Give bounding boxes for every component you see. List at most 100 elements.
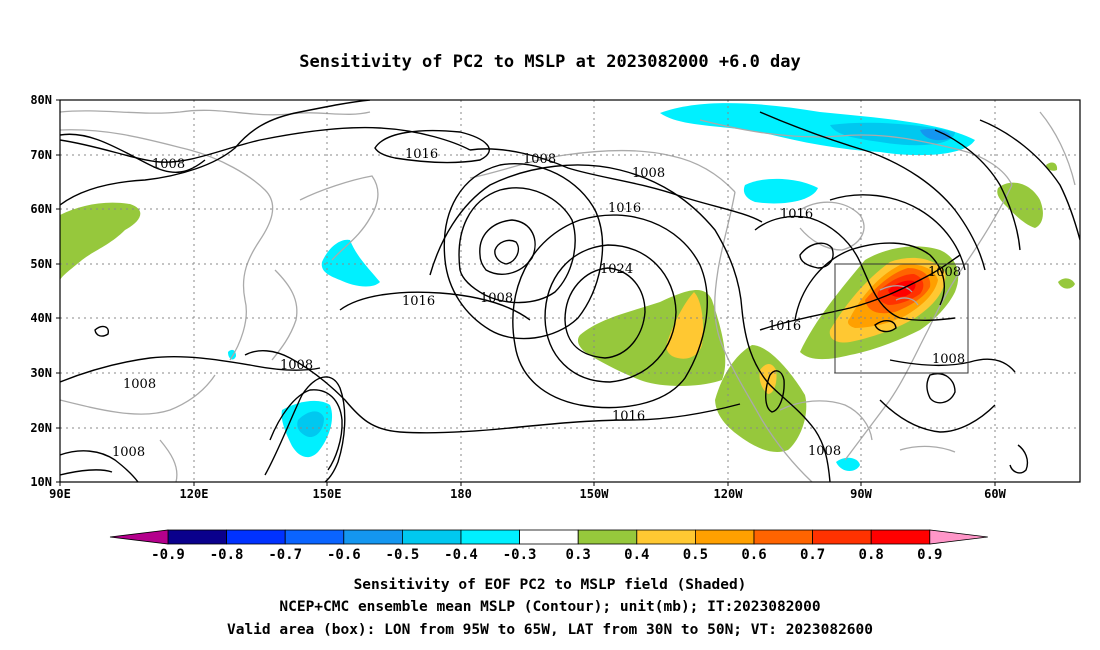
colorbar-tick-label: -0.7: [268, 547, 302, 563]
lon-label: 120W: [714, 487, 744, 501]
coast-great-lakes: [879, 285, 919, 306]
lat-label: 80N: [30, 93, 52, 107]
colorbar-tick-label: 0.9: [917, 547, 942, 563]
contour-line: [754, 215, 956, 321]
coast-korea-japan: [271, 269, 298, 361]
shade-mexico-green: [715, 345, 807, 452]
mslp-contours: [60, 100, 1080, 482]
colorbar-tick-label: -0.4: [444, 547, 478, 563]
contour-line: [874, 320, 897, 333]
contour-line: [443, 163, 604, 340]
latitude-axis: 80N 70N 60N 50N 40N 30N 20N 10N: [30, 93, 52, 489]
contour-label: 1008: [112, 445, 145, 460]
colorbar-tick-label: -0.6: [327, 547, 361, 563]
contour-label: 1016: [405, 147, 438, 162]
colorbar-swatch: [519, 529, 579, 545]
contour-label: 1008: [480, 291, 513, 306]
lon-label: 90W: [850, 487, 872, 501]
contour-label: 1008: [928, 265, 961, 280]
lon-label: 60W: [984, 487, 1006, 501]
contour-line: [374, 129, 490, 164]
contour-label: 1016: [612, 409, 645, 424]
contour-line: [879, 399, 996, 433]
contour-label: 1016: [780, 207, 813, 222]
contour-line: [759, 254, 961, 331]
coast-kamchatka: [299, 175, 379, 261]
colorbar-tick-label: -0.9: [151, 547, 185, 563]
coastlines: [60, 109, 1076, 482]
shade-kamchatka-cyan: [321, 239, 380, 287]
coast-gulf: [779, 400, 873, 441]
colorbar-tick-label: -0.8: [210, 547, 244, 563]
contour-label: 1016: [608, 201, 641, 216]
colorbar-tick-label: 0.7: [800, 547, 825, 563]
contour-line: [429, 164, 743, 311]
caption-line-2: NCEP+CMC ensemble mean MSLP (Contour); u…: [279, 599, 820, 615]
contour-line: [1009, 444, 1029, 474]
coast-cuba: [899, 445, 956, 453]
shade-atlantic-green-1: [997, 182, 1043, 228]
contour-line: [60, 100, 371, 206]
contour-line: [244, 350, 741, 434]
contour-label: 1008: [280, 358, 313, 373]
shade-caribbean-cyan: [836, 457, 860, 472]
contour-labels: 1008 1016 1008 1008 1016 1024 1008 1016 …: [112, 147, 965, 460]
figure-title: Sensitivity of PC2 to MSLP at 2023082000…: [299, 52, 801, 72]
contour-line: [269, 389, 343, 471]
contour-line: [469, 148, 763, 223]
contour-label: 1008: [523, 152, 556, 167]
shade-atlantic-green-2: [1046, 162, 1058, 171]
colorbar-labels: -0.9 -0.8 -0.7 -0.6 -0.5 -0.4 -0.3 0.3 0.4 0.5 0.6…: [151, 547, 942, 563]
lon-label: 90E: [49, 487, 71, 501]
contour-line: [741, 309, 831, 482]
lon-label: 150E: [313, 487, 342, 501]
lat-label: 30N: [30, 366, 52, 380]
valid-area-box: [834, 263, 969, 374]
contour-line: [759, 111, 986, 271]
contour-line: [564, 267, 646, 359]
colorbar-swatch: [401, 529, 462, 545]
coast-china-south: [60, 374, 216, 415]
lat-label: 40N: [30, 311, 52, 325]
lat-label: 50N: [30, 257, 52, 271]
coast-na-west: [714, 191, 813, 482]
lon-label: 180: [450, 487, 472, 501]
contour-label: 1008: [932, 352, 965, 367]
colorbar-swatch: [284, 529, 345, 545]
graticule: [60, 100, 1080, 482]
contour-line: [339, 291, 531, 321]
contour-line: [458, 187, 576, 304]
colorbar-tick-label: 0.4: [624, 547, 649, 563]
shade-atlantic-green-3: [1058, 278, 1075, 289]
colorbar-swatch: [870, 529, 931, 545]
sensitivity-shading: [60, 103, 1075, 472]
caption-line-1: Sensitivity of EOF PC2 to MSLP field (Sh…: [354, 577, 747, 593]
colorbar-tick-label: 0.8: [859, 547, 884, 563]
contour-line: [94, 325, 109, 337]
coast-na-east: [844, 184, 1013, 461]
lat-label: 70N: [30, 148, 52, 162]
contour-line: [829, 194, 966, 271]
contour-line: [889, 358, 1016, 373]
contour-label: 1008: [152, 157, 185, 172]
contour-label: 1008: [632, 166, 665, 181]
contour-label: 1024: [600, 262, 633, 277]
longitude-axis: 90E 120E 150E 180 150W 120W 90W 60W: [49, 487, 1006, 501]
contour-line: [979, 119, 1080, 241]
contour-line: [934, 129, 1021, 251]
contour-line: [60, 469, 113, 476]
colorbar-tick-label: -0.3: [503, 547, 537, 563]
lat-label: 10N: [30, 475, 52, 489]
contour-line: [60, 450, 139, 482]
shade-west-green: [60, 202, 141, 280]
colorbar-swatch: [226, 529, 286, 545]
shade-arctic-blue: [830, 122, 955, 146]
colorbar-high-arrow: [929, 529, 988, 545]
coast-canada-arctic: [699, 119, 1013, 186]
contour-line: [926, 373, 956, 404]
colorbar-swatch: [343, 529, 403, 545]
colorbar-tick-label: 0.6: [741, 547, 766, 563]
contour-line: [544, 244, 677, 383]
contour-line: [60, 126, 471, 163]
contour-line: [60, 356, 321, 383]
